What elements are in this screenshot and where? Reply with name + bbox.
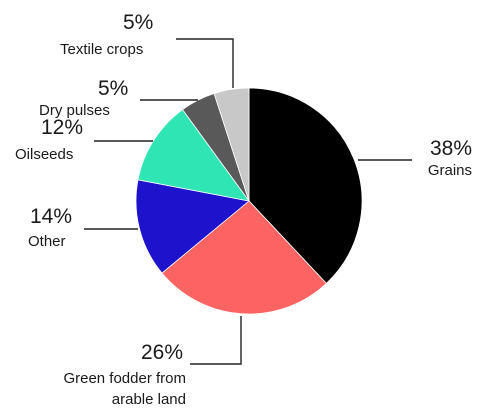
slice-label-oilseeds: Oilseeds <box>15 146 73 163</box>
slice-label-other: Other <box>28 233 66 250</box>
slice-value-label-grains: 38% <box>430 137 472 160</box>
leader-line-textile-crops <box>176 38 234 88</box>
pie-slice-green-fodder-from-arable-land <box>161 200 327 315</box>
pie-slice-other <box>135 179 250 274</box>
slice-value-label-textile-crops: 5% <box>123 11 153 34</box>
slice-value-label-oilseeds: 12% <box>41 116 83 139</box>
slice-label-textile-crops: Textile crops <box>60 41 143 58</box>
slice-label-green-fodder-line1: Green fodder from <box>63 370 186 387</box>
pie-slices <box>135 87 363 315</box>
pie-slice-grains <box>248 87 363 284</box>
pie-slice-oilseeds <box>137 109 250 202</box>
leader-line-green-fodder <box>190 316 242 365</box>
slice-label-grains: Grains <box>428 162 472 179</box>
slice-value-label-other: 14% <box>30 205 72 228</box>
leader-lines <box>84 38 412 365</box>
slice-label-green-fodder-line2: arable land <box>112 391 186 408</box>
pie-slice-textile-crops <box>213 87 250 202</box>
slice-value-label-dry-pulses: 5% <box>98 77 128 100</box>
slice-value-label-green-fodder: 26% <box>141 341 183 364</box>
slice-label-dry-pulses: Dry pulses <box>39 102 110 119</box>
